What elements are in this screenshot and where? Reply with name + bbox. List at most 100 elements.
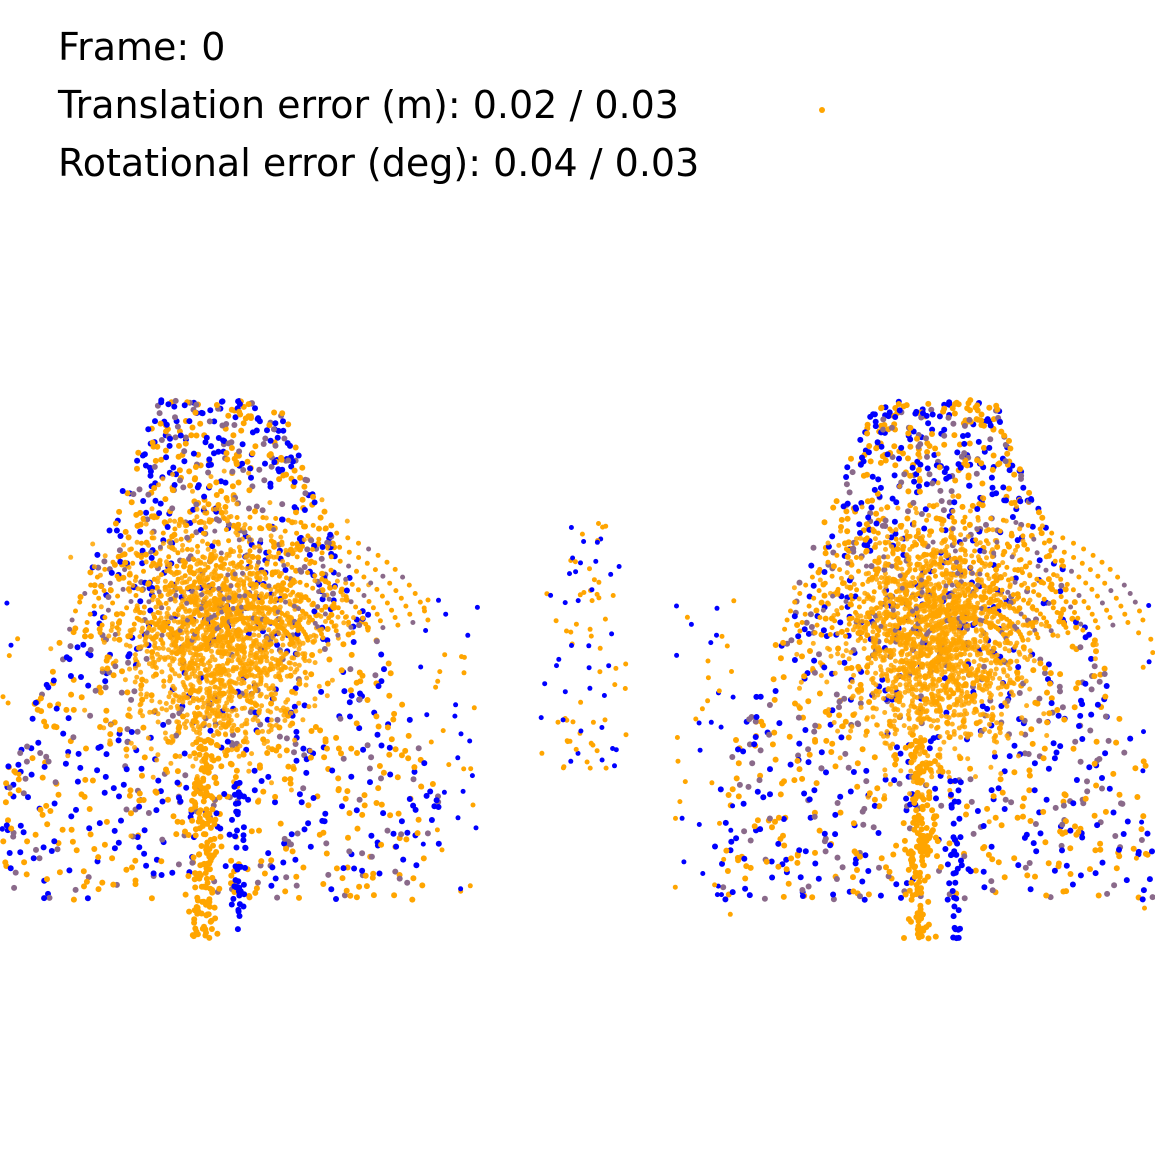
core-point — [143, 678, 149, 684]
arc-point — [205, 541, 211, 547]
cloud-point — [920, 410, 926, 417]
cloud-point — [378, 841, 385, 848]
cloud-point — [386, 692, 393, 699]
cloud-point — [329, 767, 336, 774]
core-point — [192, 668, 197, 674]
core-point — [168, 760, 174, 766]
cloud-point — [1106, 785, 1113, 792]
trail-point — [237, 791, 244, 798]
cloud-point — [246, 893, 252, 899]
trail-point — [237, 888, 244, 895]
core-point — [233, 666, 239, 672]
cloud-point — [340, 641, 347, 648]
cloud-point — [317, 514, 324, 521]
cloud-point — [222, 504, 229, 510]
core-point — [264, 694, 269, 700]
cloud-point — [786, 733, 793, 740]
cloud-point — [1036, 557, 1043, 564]
cloud-point — [771, 696, 778, 703]
cloud-point — [40, 844, 47, 851]
cloud-point — [843, 474, 850, 480]
trail-point — [211, 904, 218, 911]
core-point — [335, 614, 341, 620]
cloud-point — [206, 418, 213, 425]
cloud-point — [403, 836, 410, 843]
cloud-point — [424, 830, 431, 837]
core-point — [192, 688, 198, 694]
cloud-point — [145, 426, 152, 433]
cloud-point — [981, 663, 987, 670]
cloud-point — [264, 750, 271, 756]
cloud-point — [414, 830, 421, 837]
core-point — [281, 633, 287, 639]
outlier-point — [460, 788, 466, 794]
core-point — [149, 588, 155, 594]
arc-point — [120, 586, 126, 592]
cloud-point — [132, 857, 139, 864]
cloud-point — [1073, 624, 1080, 631]
cloud-point — [380, 810, 387, 817]
cloud-point — [964, 462, 971, 469]
cloud-point — [854, 760, 861, 767]
core-point — [244, 717, 250, 723]
cloud-point — [775, 814, 782, 821]
cloud-point — [729, 754, 736, 760]
strip-point — [570, 719, 576, 725]
outlier-point — [461, 766, 467, 772]
trail-point — [235, 878, 242, 885]
core-point — [169, 650, 175, 656]
cloud-point — [785, 880, 792, 887]
cloud-point — [967, 397, 974, 404]
arc-point — [210, 587, 216, 593]
cloud-point — [904, 515, 911, 522]
cloud-point — [796, 766, 803, 773]
trail-point — [216, 794, 223, 801]
arc-point — [174, 563, 180, 569]
core-point — [246, 667, 252, 673]
cloud-point — [268, 463, 275, 470]
trail-point — [206, 737, 213, 744]
strip-point — [613, 665, 619, 671]
arc-point — [222, 561, 227, 567]
cloud-point — [35, 739, 42, 746]
cloud-point — [283, 874, 290, 881]
core-point — [200, 538, 205, 544]
core-point — [229, 694, 235, 700]
trail-point — [185, 832, 192, 838]
arc-point — [107, 580, 113, 586]
core-point — [265, 708, 271, 714]
cloud-point — [841, 659, 848, 666]
cloud-point — [365, 611, 372, 618]
arc-point — [239, 559, 244, 565]
cloud-point — [1061, 716, 1068, 723]
cloud-point — [301, 483, 308, 490]
cloud-point — [821, 592, 828, 599]
cloud-point — [874, 439, 881, 446]
cloud-point — [63, 706, 70, 713]
arc-point — [226, 595, 232, 601]
arc-point — [161, 628, 167, 634]
core-point — [261, 638, 267, 644]
cloud-point — [1015, 664, 1022, 670]
cloud-point — [343, 887, 350, 894]
cloud-point — [757, 826, 764, 833]
cloud-point — [162, 496, 169, 503]
outlier-point — [16, 771, 22, 777]
cloud-point — [72, 886, 79, 893]
cloud-point — [136, 797, 143, 804]
cloud-point — [1082, 680, 1089, 687]
trail-point — [204, 879, 211, 886]
cloud-point — [279, 410, 286, 417]
cloud-point — [1116, 846, 1122, 853]
cloud-point — [102, 717, 109, 724]
cloud-point — [302, 490, 309, 497]
core-point — [224, 639, 230, 645]
cloud-point — [1032, 821, 1039, 827]
core-point — [263, 682, 269, 688]
arc-point — [129, 627, 135, 633]
strip-point — [556, 656, 562, 662]
cloud-point — [891, 777, 898, 784]
cloud-point — [213, 516, 220, 523]
cloud-point — [86, 825, 93, 832]
cloud-point — [287, 780, 294, 787]
